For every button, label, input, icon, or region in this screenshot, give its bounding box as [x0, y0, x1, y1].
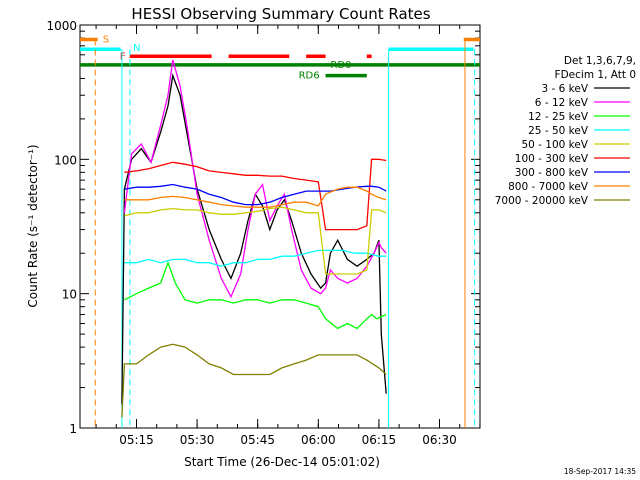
status-bars: S NF RD0 RD6: [80, 34, 480, 82]
series-line: [121, 73, 387, 405]
legend-label: 800 - 7000 keV: [508, 181, 589, 193]
legend-header: Det 1,3,6,7,9,: [564, 55, 636, 67]
y-tick-label: 100: [54, 153, 77, 167]
legend-label: 300 - 800 keV: [515, 167, 589, 179]
y-tick-label: 1000: [46, 19, 77, 33]
status-label-rd0: RD0: [330, 60, 351, 71]
status-label-n: N: [133, 43, 140, 54]
x-tick-label: 05:30: [180, 433, 215, 447]
axis-ticks: 05:15 05:30 05:45 06:00 06:15 06:30 1 10 100 1000: [46, 19, 481, 447]
series-line: [124, 158, 387, 231]
x-axis-label: Start Time (26-Dec-14 05:01:02): [184, 455, 380, 469]
footer-timestamp: 18-Sep-2017 14:35: [564, 467, 636, 476]
series-line: [124, 249, 387, 267]
legend-header: FDecim 1, Att 0: [555, 69, 636, 81]
series-line: [123, 59, 387, 299]
chart-title: HESSI Observing Summary Count Rates: [131, 5, 430, 23]
legend-label: 50 - 100 keV: [521, 139, 588, 151]
series-line: [124, 206, 387, 275]
x-tick-label: 06:30: [422, 433, 457, 447]
x-tick-label: 06:00: [301, 433, 336, 447]
series-lines: [121, 59, 387, 418]
legend-label: 3 - 6 keV: [541, 83, 588, 95]
status-label-f: F: [120, 51, 126, 62]
series-line: [124, 186, 387, 208]
status-label-s: S: [103, 34, 109, 45]
series-line: [124, 260, 387, 330]
legend: Det 1,3,6,7,9, FDecim 1, Att 0 3 - 6 keV 6 …: [495, 55, 636, 207]
legend-label: 6 - 12 keV: [535, 97, 589, 109]
plot-frame: [79, 24, 481, 429]
x-tick-label: 06:15: [362, 433, 397, 447]
legend-label: 100 - 300 keV: [515, 153, 589, 165]
x-tick-label: 05:15: [119, 433, 154, 447]
legend-label: 12 - 25 keV: [528, 111, 589, 123]
event-lines: [94, 39, 476, 428]
legend-label: 25 - 50 keV: [528, 125, 589, 137]
legend-label: 7000 - 20000 keV: [495, 195, 589, 207]
series-line: [121, 343, 387, 418]
x-tick-label: 05:45: [240, 433, 275, 447]
y-tick-label: 10: [62, 288, 77, 302]
y-tick-label: 1: [69, 422, 77, 436]
status-label-rd6: RD6: [299, 71, 320, 82]
y-axis-label: Count Rate (s⁻¹ detector⁻¹): [26, 144, 40, 307]
